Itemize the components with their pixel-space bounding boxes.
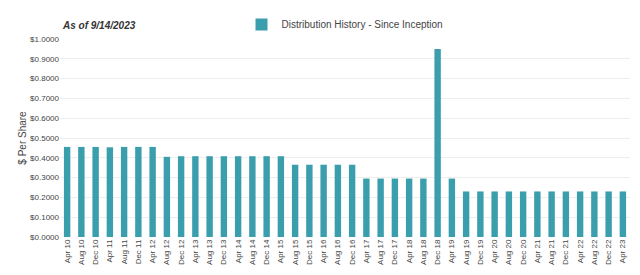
- svg-text:$ Per Share: $ Per Share: [17, 111, 28, 165]
- svg-text:$0.4000: $0.4000: [30, 154, 59, 163]
- svg-text:Apr 13: Apr 13: [191, 239, 200, 263]
- svg-text:Aug 19: Aug 19: [462, 239, 471, 265]
- svg-text:Dec 19: Dec 19: [476, 239, 485, 265]
- svg-text:Dec 14: Dec 14: [262, 239, 271, 265]
- svg-text:Aug 11: Aug 11: [120, 239, 129, 264]
- svg-text:Dec 20: Dec 20: [519, 239, 528, 265]
- svg-text:Dec 18: Dec 18: [433, 239, 442, 265]
- svg-text:Aug 10: Aug 10: [77, 239, 86, 265]
- svg-text:$0.3000: $0.3000: [30, 173, 59, 182]
- svg-text:Apr 14: Apr 14: [234, 239, 243, 263]
- svg-text:Dec 12: Dec 12: [177, 239, 186, 265]
- svg-text:Apr 17: Apr 17: [362, 239, 371, 263]
- svg-text:Aug 21: Aug 21: [547, 239, 556, 265]
- svg-text:Apr 22: Apr 22: [576, 239, 585, 263]
- svg-text:Apr 10: Apr 10: [63, 239, 72, 263]
- svg-text:$0.9000: $0.9000: [30, 55, 59, 64]
- svg-text:Aug 14: Aug 14: [248, 239, 257, 265]
- svg-text:Dec 16: Dec 16: [348, 239, 357, 265]
- svg-text:Aug 12: Aug 12: [162, 239, 171, 265]
- svg-text:Aug 18: Aug 18: [419, 239, 428, 265]
- svg-text:$0.8000: $0.8000: [30, 74, 59, 83]
- svg-text:As of 9/14/2023: As of 9/14/2023: [62, 20, 136, 31]
- svg-text:Dec 13: Dec 13: [219, 239, 228, 265]
- svg-text:Apr 16: Apr 16: [319, 239, 328, 263]
- svg-text:Dec 22: Dec 22: [604, 239, 613, 265]
- svg-text:Aug 13: Aug 13: [205, 239, 214, 265]
- svg-text:$0.5000: $0.5000: [30, 134, 59, 143]
- svg-text:Dec 21: Dec 21: [561, 239, 570, 265]
- svg-text:Apr 21: Apr 21: [533, 239, 542, 263]
- svg-text:Dec 15: Dec 15: [305, 239, 314, 265]
- svg-text:$0.7000: $0.7000: [30, 94, 59, 103]
- svg-text:Dec 11: Dec 11: [134, 239, 143, 264]
- svg-text:Aug 20: Aug 20: [504, 239, 513, 265]
- svg-text:$0.6000: $0.6000: [30, 114, 59, 123]
- svg-text:Distribution History - Since I: Distribution History - Since Inception: [282, 19, 443, 30]
- svg-text:$0.0000: $0.0000: [30, 233, 59, 242]
- svg-text:Apr 20: Apr 20: [490, 239, 499, 263]
- svg-text:Apr 23: Apr 23: [618, 239, 627, 263]
- svg-text:Apr 11: Apr 11: [105, 239, 114, 263]
- svg-text:Apr 19: Apr 19: [447, 239, 456, 263]
- svg-text:Apr 18: Apr 18: [405, 239, 414, 263]
- svg-text:$0.2000: $0.2000: [30, 193, 59, 202]
- svg-text:Apr 12: Apr 12: [148, 239, 157, 263]
- svg-text:Dec 17: Dec 17: [390, 239, 399, 265]
- svg-text:Aug 17: Aug 17: [376, 239, 385, 265]
- svg-text:Dec 10: Dec 10: [91, 239, 100, 265]
- svg-text:$1.0000: $1.0000: [30, 35, 59, 44]
- svg-text:Aug 15: Aug 15: [291, 239, 300, 265]
- svg-text:Aug 16: Aug 16: [333, 239, 342, 265]
- svg-text:$0.1000: $0.1000: [30, 213, 59, 222]
- svg-text:Apr 15: Apr 15: [276, 239, 285, 263]
- svg-text:Aug 22: Aug 22: [590, 239, 599, 265]
